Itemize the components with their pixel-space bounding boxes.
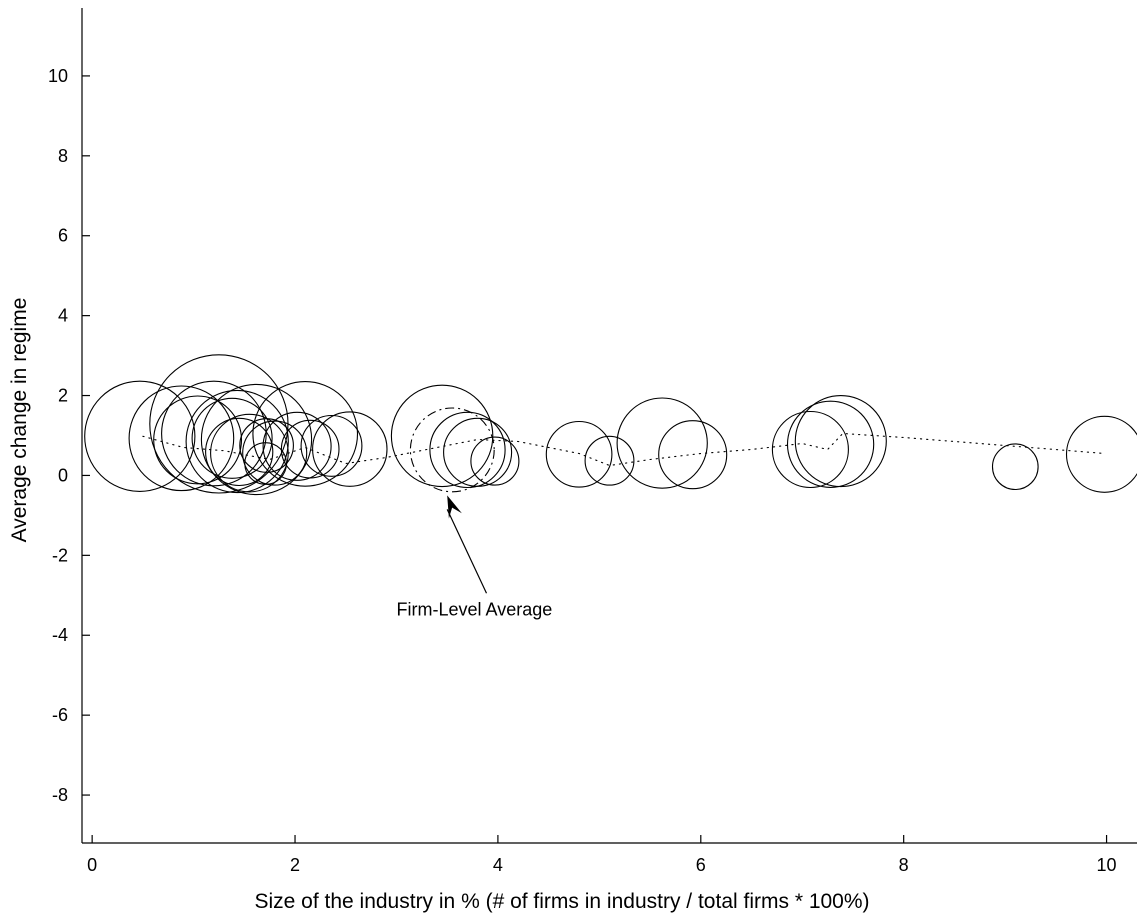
bubble-22 <box>470 436 520 486</box>
bubble-23 <box>545 420 613 488</box>
x-tick-label-8: 8 <box>899 855 909 875</box>
bubble-15 <box>262 411 332 481</box>
annotation-arrow-line <box>446 509 488 594</box>
annotation-arrowhead <box>447 495 462 519</box>
y-tick-label-2: 2 <box>58 386 68 406</box>
firm-level-average-label: Firm-Level Average <box>397 599 553 619</box>
bubble-9 <box>205 417 274 487</box>
bubble-29 <box>794 395 887 488</box>
y-tick-label-8: 8 <box>58 146 68 166</box>
axes-layer <box>81 8 1137 844</box>
x-tick-label-0: 0 <box>87 855 97 875</box>
bubble-17 <box>300 414 363 477</box>
bubble-26 <box>658 420 728 490</box>
y-tick-label-0: 0 <box>58 465 68 485</box>
bubble-24 <box>584 435 635 486</box>
y-tick-label--4: -4 <box>52 625 68 645</box>
bubble-8 <box>200 383 313 496</box>
bubble-27 <box>771 410 849 489</box>
bubble-21 <box>443 417 513 487</box>
y-tick-label--6: -6 <box>52 705 68 725</box>
bubble-16 <box>280 419 340 479</box>
labels-layer: Size of the industry in % (# of firms in… <box>8 66 1117 913</box>
marks-layer <box>84 354 1137 594</box>
bubble-11 <box>244 442 287 485</box>
x-tick-label-2: 2 <box>290 855 300 875</box>
bubble-30 <box>991 443 1039 491</box>
bubble-12 <box>239 418 294 473</box>
bubble-14 <box>252 381 359 487</box>
y-tick-label--8: -8 <box>52 785 68 805</box>
bubble-7 <box>191 397 273 479</box>
bubble-5 <box>161 380 267 487</box>
bubble-25 <box>616 397 708 489</box>
y-tick-label-10: 10 <box>48 66 68 86</box>
bubble-2 <box>128 385 235 492</box>
bubble-1 <box>84 380 196 492</box>
bubble-28 <box>786 400 875 488</box>
x-tick-label-6: 6 <box>696 855 706 875</box>
bubble-6 <box>185 389 289 494</box>
bubble-18 <box>312 411 388 487</box>
bubble-3 <box>153 395 243 485</box>
bubble-10 <box>210 413 289 493</box>
x-tick-label-10: 10 <box>1097 855 1117 875</box>
y-tick-label-4: 4 <box>58 306 68 326</box>
firm-level-average-bubble <box>409 407 495 493</box>
x-axis-title: Size of the industry in % (# of firms in… <box>254 890 869 913</box>
y-tick-label-6: 6 <box>58 226 68 246</box>
bubble-19 <box>390 384 494 488</box>
bubble-31 <box>1065 415 1137 493</box>
trend-line <box>142 432 1106 467</box>
y-tick-label--2: -2 <box>52 545 68 565</box>
x-tick-label-4: 4 <box>493 855 503 875</box>
y-axis-title: Average change in regime <box>8 298 31 543</box>
bubble-20 <box>429 411 506 489</box>
